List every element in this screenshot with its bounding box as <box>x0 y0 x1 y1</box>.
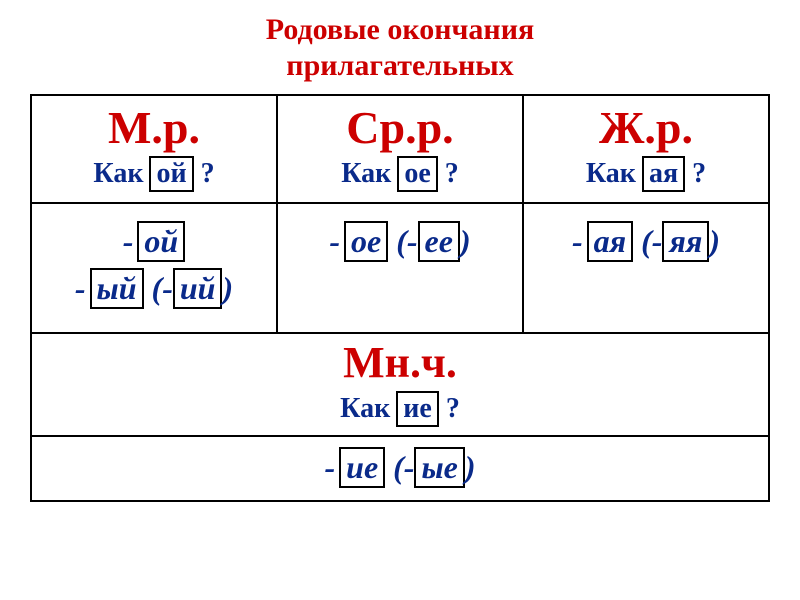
q-box-plural: ие <box>396 391 439 427</box>
endings-table: М.р. Какой ? Ср.р. Какое ? Ж.р. Какая ? <box>30 94 770 502</box>
gender-label-f: Ж.р. <box>530 104 762 152</box>
endings-m-line2: -ый (-ий) <box>38 265 270 311</box>
end-box-pl1: ие <box>339 447 385 488</box>
endings-n-line1: -ое (-ее) <box>284 218 516 264</box>
end-box-f2: яя <box>662 221 709 262</box>
endings-cell-plural: -ие (-ые) <box>31 436 769 501</box>
q-box-f: ая <box>642 156 685 192</box>
endings-cell-n: -ое (-ее) <box>277 203 523 333</box>
question-n: Какое ? <box>284 156 516 192</box>
header-cell-f: Ж.р. Какая ? <box>523 95 769 203</box>
question-f: Какая ? <box>530 156 762 192</box>
title-line2: прилагательных <box>286 49 513 82</box>
end-box-pl2: ые <box>414 447 464 488</box>
q-suffix-n: ? <box>445 158 459 189</box>
end-box-n1: ое <box>344 221 388 262</box>
q-suffix-f: ? <box>692 158 706 189</box>
endings-cell-m: -ой -ый (-ий) <box>31 203 277 333</box>
header-cell-plural: Мн.ч. Какие ? <box>31 333 769 435</box>
header-cell-m: М.р. Какой ? <box>31 95 277 203</box>
gender-label-m: М.р. <box>38 104 270 152</box>
end-box-f1: ая <box>587 221 633 262</box>
endings-f-line1: -ая (-яя) <box>530 218 762 264</box>
endings-cell-f: -ая (-яя) <box>523 203 769 333</box>
end-box-m2: ый <box>90 268 144 309</box>
question-plural: Какие ? <box>38 391 762 427</box>
q-prefix-plural: Как <box>340 393 390 424</box>
question-m: Какой ? <box>38 156 270 192</box>
q-prefix-m: Как <box>93 158 143 189</box>
endings-m-line1: -ой <box>38 218 270 264</box>
gender-label-n: Ср.р. <box>284 104 516 152</box>
plural-label: Мн.ч. <box>38 340 762 386</box>
header-cell-n: Ср.р. Какое ? <box>277 95 523 203</box>
q-box-m: ой <box>149 156 193 192</box>
q-suffix-m: ? <box>201 158 215 189</box>
q-prefix-f: Как <box>586 158 636 189</box>
q-prefix-n: Как <box>341 158 391 189</box>
q-suffix-plural: ? <box>446 393 460 424</box>
q-box-n: ое <box>397 156 437 192</box>
title-line1: Родовые окончания <box>266 13 534 46</box>
end-box-m3: ий <box>173 268 223 309</box>
end-box-m1: ой <box>137 221 185 262</box>
page-title: Родовые окончания прилагательных <box>30 12 770 84</box>
end-box-n2: ее <box>418 221 460 262</box>
